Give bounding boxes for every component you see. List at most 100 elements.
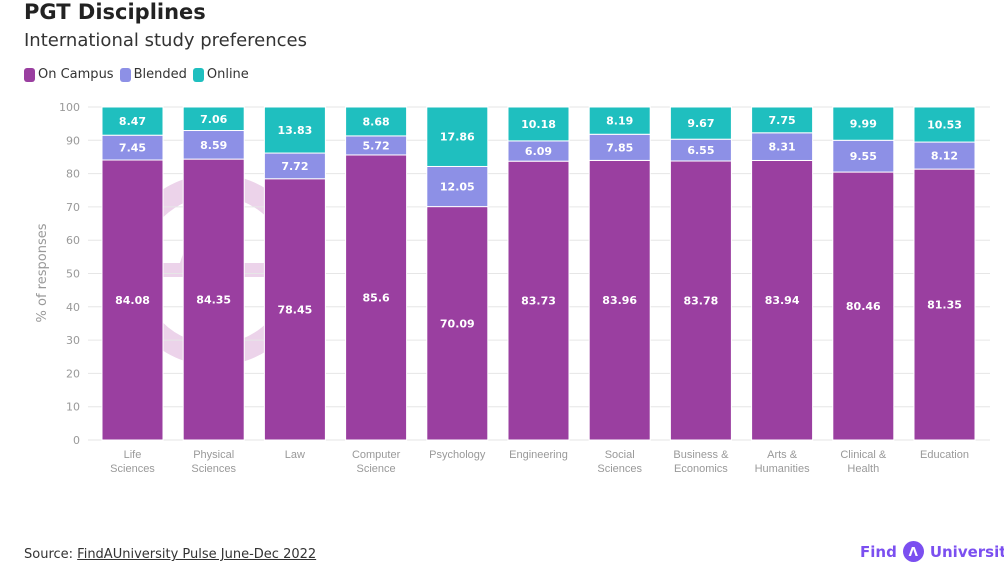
legend-label: Blended	[133, 67, 187, 82]
legend-item-blended[interactable]: Blended	[119, 67, 187, 82]
bar-online	[263, 106, 326, 154]
bar-on-campus	[507, 160, 570, 441]
chart-title: PGT Disciplines	[24, 0, 206, 24]
y-tick-label: 10	[66, 401, 80, 414]
x-tick-label: Engineering	[509, 449, 568, 461]
legend-swatch	[119, 67, 131, 82]
data-label: 7.75	[769, 114, 796, 127]
y-tick-label: 90	[66, 134, 80, 147]
x-tick-label: Life Sciences	[110, 449, 155, 475]
data-label: 83.96	[602, 294, 637, 307]
data-label: 83.94	[765, 294, 800, 307]
data-label: 9.99	[850, 118, 877, 131]
bar-on-campus	[751, 159, 814, 441]
data-label: 9.55	[850, 150, 877, 163]
data-label: 8.31	[769, 141, 796, 154]
y-tick-label: 80	[66, 168, 80, 181]
data-label: 8.12	[931, 150, 958, 163]
data-label: 8.68	[363, 115, 390, 128]
bar-on-campus	[913, 168, 976, 441]
bar-on-campus	[182, 158, 245, 441]
data-label: 7.85	[606, 141, 633, 154]
y-tick-label: 20	[66, 367, 80, 380]
y-tick-label: 50	[66, 268, 80, 281]
legend-item-online[interactable]: Online	[192, 67, 249, 82]
data-label: 78.45	[278, 303, 313, 316]
bar-online	[913, 106, 976, 143]
x-tick-label: Arts & Humanities	[755, 449, 811, 475]
data-label: 9.67	[687, 117, 714, 130]
x-tick-label: Social Sciences	[597, 449, 642, 475]
bar-on-campus	[345, 154, 408, 441]
x-tick-label: Clinical & Health	[840, 449, 887, 475]
legend-label: On Campus	[38, 67, 114, 82]
data-label: 8.59	[200, 139, 227, 152]
bar-blended	[913, 141, 976, 170]
data-label: 7.06	[200, 113, 227, 126]
data-label: 6.09	[525, 145, 552, 158]
bar-online	[345, 106, 408, 137]
x-tick-label: Law	[285, 449, 305, 461]
bar-online	[832, 106, 895, 141]
y-tick-label: 60	[66, 234, 80, 247]
legend: On Campus Blended Online	[24, 67, 249, 82]
data-label: 10.18	[521, 118, 556, 131]
bar-on-campus	[426, 206, 489, 441]
y-tick-label: 30	[66, 334, 80, 347]
logo-text-left: Find	[860, 542, 897, 561]
data-label: 12.05	[440, 181, 475, 194]
bar-on-campus	[101, 159, 164, 441]
data-label: 7.72	[281, 160, 308, 173]
y-tick-label: 100	[59, 101, 80, 114]
data-label: 8.19	[606, 115, 633, 128]
data-label: 5.72	[363, 139, 390, 152]
bar-blended	[832, 139, 895, 173]
data-label: 83.78	[684, 295, 719, 308]
bar-online	[101, 106, 164, 136]
source-link[interactable]: FindAUniversity Pulse June-Dec 2022	[77, 547, 317, 562]
bar-blended	[426, 165, 489, 208]
x-tick-label: Education	[920, 449, 969, 461]
source-prefix: Source:	[24, 547, 78, 562]
logo-text-right: University	[929, 542, 1004, 561]
data-label: 13.83	[278, 124, 313, 137]
y-tick-label: 70	[66, 201, 80, 214]
data-label: 83.73	[521, 295, 556, 308]
bar-online	[588, 106, 651, 135]
legend-item-on-campus[interactable]: On Campus	[24, 67, 114, 82]
bar-on-campus	[832, 171, 895, 441]
bar-online	[182, 106, 245, 132]
y-tick-label: 0	[73, 434, 80, 447]
y-tick-label: 40	[66, 301, 80, 314]
bar-online	[426, 106, 489, 167]
bar-blended	[263, 152, 326, 180]
data-label: 7.45	[119, 142, 146, 155]
chart-subtitle: International study preferences	[24, 30, 307, 51]
legend-label: Online	[206, 67, 249, 82]
data-label: 84.08	[115, 294, 150, 307]
x-tick-label: Business & Economics	[673, 449, 729, 475]
bar-online	[669, 106, 732, 140]
x-tick-label: Physical Sciences	[191, 449, 236, 475]
findauniversity-logo: Find Λ University	[860, 541, 1004, 562]
bar-blended	[751, 132, 814, 161]
data-label: 85.6	[363, 291, 390, 304]
legend-swatch	[192, 67, 204, 82]
bar-blended	[101, 134, 164, 161]
data-label: 80.46	[846, 300, 881, 313]
bar-online	[751, 106, 814, 134]
x-tick-label: Computer Science	[352, 449, 401, 475]
data-label: 10.53	[927, 119, 962, 132]
data-label: 6.55	[687, 144, 714, 157]
source-note: Source: FindAUniversity Pulse June-Dec 2…	[24, 547, 316, 562]
y-axis-label: % of responses	[35, 223, 50, 322]
bar-online	[507, 106, 570, 142]
bar-on-campus	[263, 178, 326, 441]
bar-on-campus	[669, 160, 732, 441]
data-label: 70.09	[440, 317, 475, 330]
bar-blended	[588, 133, 651, 161]
data-label: 84.35	[196, 294, 231, 307]
data-label: 81.35	[927, 299, 962, 312]
logo-mark-icon: Λ	[902, 541, 924, 562]
